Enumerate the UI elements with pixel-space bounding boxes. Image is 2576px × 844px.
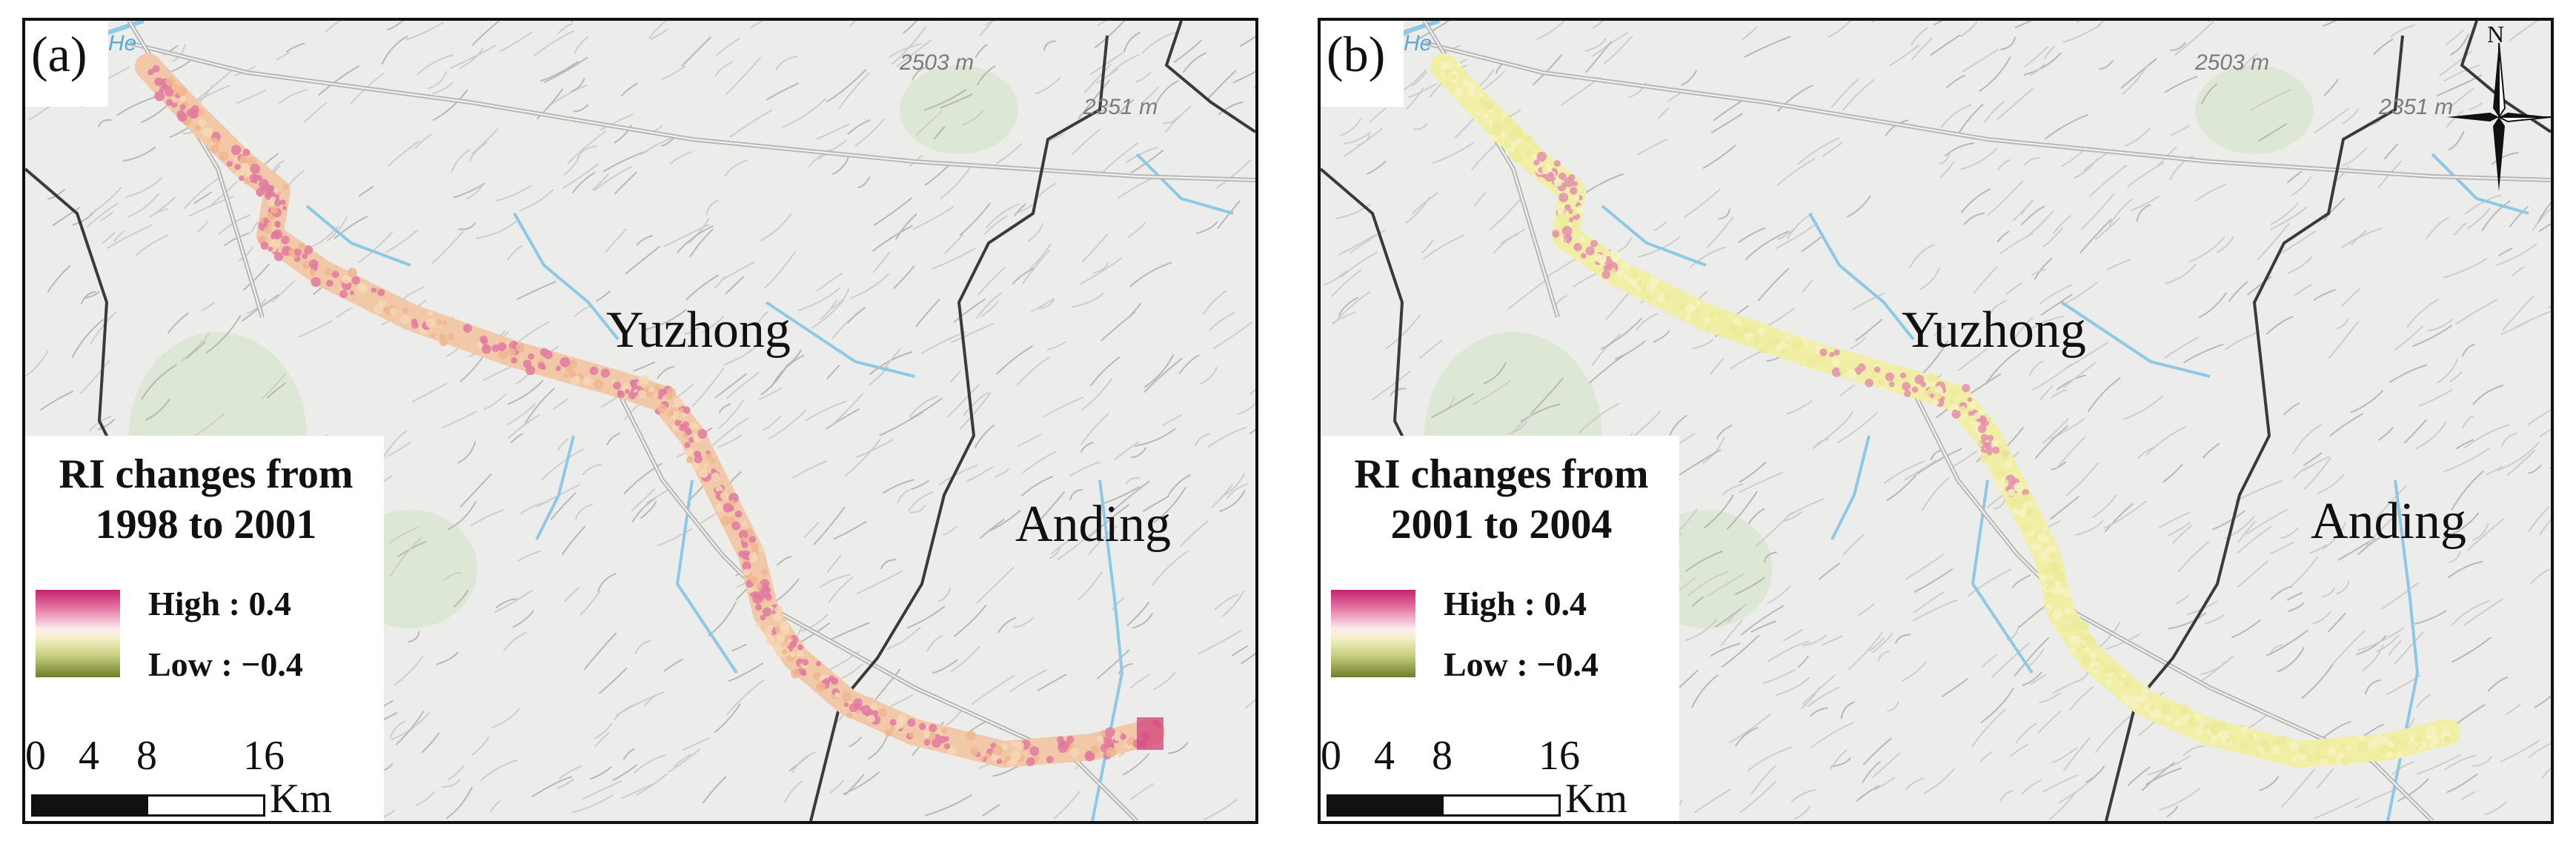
legend-high-a: High : 0.4 [148,585,291,622]
north-arrow: N [2447,21,2551,191]
scale-tick-8-b: 8 [1432,733,1453,779]
elevation-label-b2: 2351 m [2379,95,2454,119]
legend-title-line1-b: RI changes from [1354,451,1649,497]
scale-bar-graphic-a [31,794,265,817]
color-ramp-b [1331,590,1415,677]
compass-rose-icon [2447,42,2551,191]
legend-title-b: RI changes from 2001 to 2004 [1331,449,1672,550]
hillshade-texture [25,21,1255,821]
river-line [1601,205,1707,267]
river-line [1808,213,1915,341]
panel-label-text-b: (b) [1327,26,1386,82]
river-line [305,205,411,267]
scale-tick-8-a: 8 [136,733,157,779]
scale-tick-4-a: 4 [79,733,99,779]
scale-tick-0-a: 0 [25,733,46,779]
place-anding-a: Anding [1015,496,1171,553]
north-label: N [2487,21,2505,47]
place-yuzhong-b: Yuzhong [1902,302,2086,359]
legend-a: RI changes from 1998 to 2001 High : 0.4 … [25,436,384,821]
ri-change-pixels [147,64,1161,767]
legend-title-line2-b: 2001 to 2004 [1390,502,1613,548]
elevation-label-a1: 2503 m [900,50,975,75]
legend-title-line2-a: 1998 to 2001 [95,502,317,548]
legend-high-b: High : 0.4 [1444,585,1587,622]
vegetation-patch [2195,65,2314,154]
panel-label-text-a: (a) [31,26,87,82]
legend-b: RI changes from 2001 to 2004 High : 0.4 … [1321,436,1679,821]
panel-label-a: (a) [25,21,108,107]
road-center [1424,42,2551,181]
place-yuzhong-a: Yuzhong [606,302,791,359]
legend-low-b: Low : −0.4 [1444,645,1599,683]
vegetation-patch [900,65,1018,154]
scale-bar-b: 0 4 8 16 Km [1321,732,1669,822]
river-line [513,213,620,341]
admin-boundary [809,35,1109,821]
legend-title-line1-a: RI changes from [59,451,353,497]
river-line [675,479,738,674]
river-line [1971,479,2034,674]
scale-bar-a: 0 4 8 16 Km [25,732,374,822]
river-line [2431,153,2529,215]
admin-boundary [2105,35,2404,821]
scale-tick-0-b: 0 [1321,733,1341,779]
river-line [535,435,575,540]
map-panel-b: (b) He 2503 m 2351 m Yuzhong Anding N RI… [1318,18,2554,824]
scale-tick-4-b: 4 [1374,733,1395,779]
river-name-a: He [108,31,137,56]
ri-change-pixels [1440,62,2451,766]
river-line [1135,153,1234,215]
scale-unit-b: Km [1565,776,1627,822]
river-line [2060,301,2211,378]
admin-boundary [1164,21,1255,133]
panel-label-b: (b) [1321,21,1404,107]
river-name-b: He [1404,31,1433,56]
corridor-end-hotspot [1137,717,1163,750]
place-anding-b: Anding [2311,493,2466,550]
river-line [1830,435,1870,540]
legend-title-a: RI changes from 1998 to 2001 [36,449,376,550]
scale-unit-a: Km [270,776,332,822]
elevation-label-a2: 2351 m [1083,95,1158,119]
road-center [128,42,1255,181]
color-ramp-a [36,590,120,677]
legend-low-a: Low : −0.4 [148,645,303,683]
scale-bar-graphic-b [1327,794,1561,817]
elevation-label-b1: 2503 m [2195,50,2270,75]
scale-tick-16-b: 16 [1538,733,1580,779]
river-line [765,301,915,378]
scale-tick-16-a: 16 [243,733,285,779]
map-panel-a: (a) He 2503 m 2351 m Yuzhong Anding RI c… [22,18,1258,824]
